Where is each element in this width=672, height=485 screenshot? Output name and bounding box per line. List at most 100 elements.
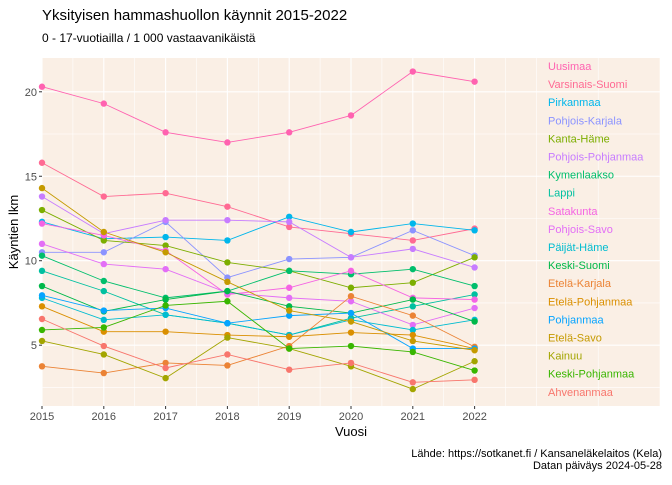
series-line — [41, 297, 475, 336]
data-point — [38, 193, 46, 200]
series-label: Pohjanmaa — [548, 314, 605, 326]
data-point — [347, 359, 355, 367]
data-point — [471, 318, 478, 325]
x-tick-label: 2021 — [401, 411, 425, 423]
data-point — [224, 334, 231, 341]
series-label: Lappi — [548, 188, 575, 200]
data-point — [162, 374, 169, 382]
data-point — [224, 298, 231, 305]
data-point — [162, 216, 169, 224]
data-point — [409, 279, 416, 286]
series-line — [41, 209, 475, 289]
x-tick-label: 2019 — [277, 411, 301, 423]
data-point — [409, 312, 416, 319]
series-label: Uusimaa — [548, 61, 592, 73]
x-tick-label: 2020 — [339, 411, 363, 423]
data-point — [224, 362, 231, 369]
data-point — [162, 359, 169, 367]
data-point — [162, 189, 169, 197]
series-line — [41, 295, 475, 374]
series-line — [41, 285, 475, 322]
data-point — [38, 267, 46, 275]
data-point — [100, 100, 108, 107]
data-point — [100, 307, 108, 314]
data-point — [38, 159, 46, 166]
data-point — [471, 282, 478, 290]
data-point — [347, 228, 355, 236]
data-point — [471, 291, 478, 298]
data-point — [347, 112, 355, 119]
data-point — [100, 237, 108, 244]
data-point — [409, 68, 416, 75]
series-label: Pirkanmaa — [548, 97, 601, 109]
legend-labels: Uusimaa Varsinais-Suomi Pirkanmaa Pohjois-K… — [548, 61, 644, 399]
series-label: Pohjois-Karjala — [548, 115, 623, 127]
y-tick-label: 5 — [31, 340, 37, 352]
y-tick-label: 15 — [25, 171, 37, 183]
series-line — [41, 243, 475, 326]
data-point — [38, 303, 46, 310]
caption-date: Datan päiväys 2024-05-28 — [533, 460, 662, 472]
data-point — [100, 351, 108, 358]
data-point — [100, 369, 108, 377]
data-point — [38, 363, 46, 370]
data-point — [347, 298, 355, 305]
data-point — [38, 206, 46, 214]
data-point — [38, 220, 46, 227]
x-tick-label: 2016 — [92, 411, 116, 423]
data-point — [347, 254, 355, 261]
data-point — [162, 302, 169, 309]
data-point — [409, 245, 416, 253]
data-point — [471, 367, 478, 374]
series-line — [41, 294, 475, 350]
data-point — [409, 326, 416, 334]
data-point — [286, 345, 293, 352]
data-point — [162, 249, 169, 256]
data-point — [347, 342, 355, 350]
y-axis-title: Käyntien lkm — [6, 195, 21, 269]
data-point — [409, 220, 416, 227]
series-line — [41, 187, 475, 351]
data-point — [38, 282, 46, 290]
data-point — [409, 321, 416, 329]
series-label: Pohjois-Pohjanmaa — [548, 152, 644, 164]
data-point — [162, 129, 169, 136]
data-point — [286, 366, 293, 373]
x-tick-label: 2015 — [30, 411, 54, 423]
data-point — [286, 333, 293, 340]
data-point — [286, 307, 293, 314]
data-point — [409, 296, 416, 303]
data-point — [162, 296, 169, 303]
data-point — [38, 326, 46, 334]
data-point — [409, 385, 416, 393]
data-point — [162, 364, 169, 372]
series-label: Pohjois-Savo — [548, 224, 613, 236]
y-tick-label: 20 — [25, 87, 37, 99]
data-point — [347, 267, 355, 275]
data-point — [409, 227, 416, 234]
data-point — [38, 83, 46, 90]
data-point — [286, 255, 293, 263]
caption-source: Lähde: https://sotkanet.fi / Kansaneläke… — [411, 448, 662, 460]
data-point — [409, 265, 416, 273]
series-line — [41, 318, 475, 383]
data-point — [286, 129, 293, 136]
data-point — [100, 324, 108, 331]
data-point — [100, 228, 108, 236]
data-point — [471, 78, 478, 85]
data-point — [471, 296, 478, 303]
data-point — [286, 267, 293, 275]
series-line — [41, 71, 475, 143]
data-point — [162, 265, 169, 273]
series-label: Keski-Pohjanmaa — [548, 369, 635, 381]
data-point — [409, 379, 416, 386]
data-point — [471, 376, 478, 384]
series-label: Päijät-Häme — [548, 242, 609, 254]
data-point — [471, 358, 478, 365]
data-point — [347, 292, 355, 300]
data-point — [286, 218, 293, 226]
data-point — [224, 287, 231, 295]
data-point — [286, 294, 293, 302]
data-point — [347, 329, 355, 336]
